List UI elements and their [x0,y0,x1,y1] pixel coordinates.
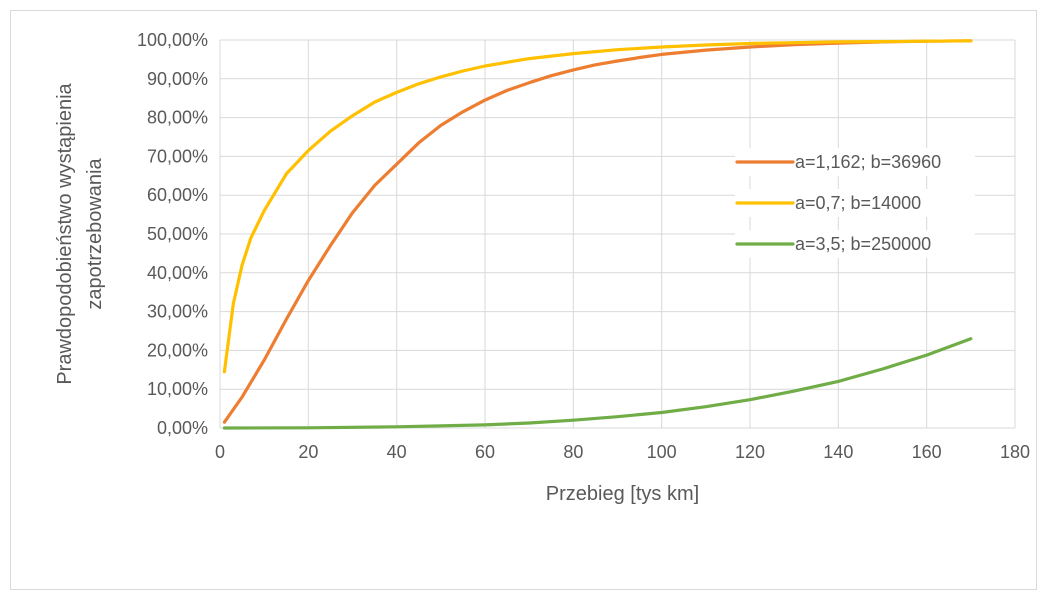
y-tick-label: 10,00% [147,379,208,399]
y-axis-title-line: Prawdopodobieństwo wystąpienia [54,82,76,384]
y-tick-label: 80,00% [147,108,208,128]
legend-label-2: a=0,7; b=14000 [795,193,921,213]
series-line-1 [222,39,973,424]
y-tick-label: 60,00% [147,185,208,205]
x-axis-title: Przebieg [tys km] [546,483,699,505]
x-tick-label: 40 [387,442,407,462]
x-tick-label: 80 [563,442,583,462]
legend-label-1: a=1,162; b=36960 [795,152,941,172]
x-tick-label: 120 [735,442,765,462]
y-axis-title-line: zapotrzebowania [84,158,106,310]
y-tick-label: 90,00% [147,69,208,89]
y-tick-label: 40,00% [147,263,208,283]
legend-label-3: a=3,5; b=250000 [795,234,931,254]
series-line-3 [222,337,973,430]
y-tick-label: 20,00% [147,340,208,360]
y-tick-label: 50,00% [147,224,208,244]
x-tick-label: 140 [823,442,853,462]
x-tick-label: 160 [912,442,942,462]
series-line-2 [222,39,973,374]
chart-frame [10,10,1037,590]
x-tick-label: 20 [298,442,318,462]
y-tick-label: 100,00% [137,30,208,50]
x-tick-label: 60 [475,442,495,462]
y-tick-label: 30,00% [147,302,208,322]
x-tick-label: 180 [1000,442,1030,462]
x-tick-label: 100 [647,442,677,462]
x-tick-label: 0 [215,442,225,462]
y-tick-label: 70,00% [147,146,208,166]
y-tick-label: 0,00% [157,418,208,438]
